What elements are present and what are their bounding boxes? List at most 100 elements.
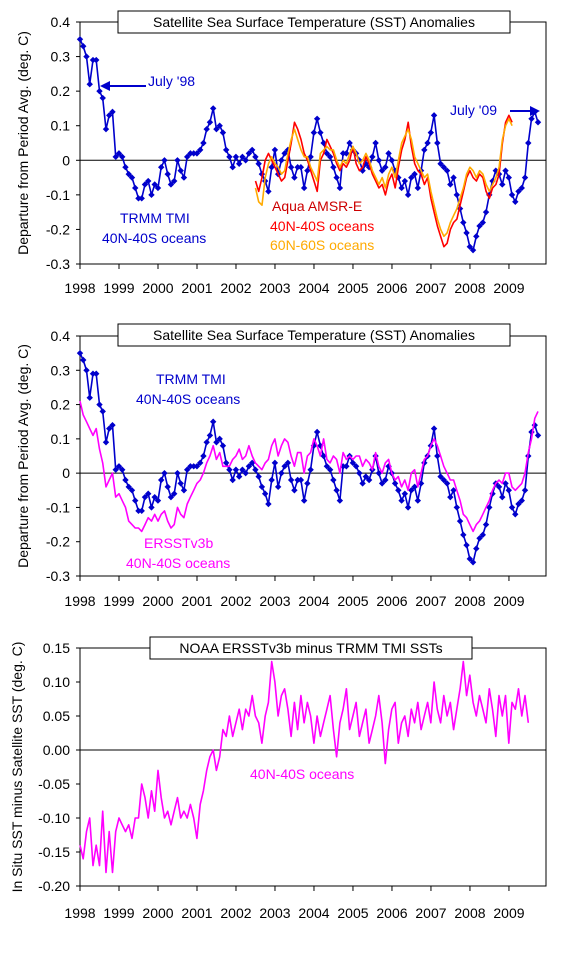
annotation-july98: July '98 bbox=[148, 73, 195, 89]
y-ticks-2: 0.4 0.3 0.2 0.1 0 -0.1 -0.2 -0.3 bbox=[46, 328, 546, 584]
chart-1: Satellite Sea Surface Temperature (SST) … bbox=[15, 10, 547, 296]
data-point bbox=[274, 483, 282, 491]
data-point bbox=[112, 153, 119, 161]
data-point bbox=[190, 463, 197, 470]
data-point bbox=[469, 246, 477, 254]
data-point bbox=[375, 469, 383, 477]
data-point bbox=[93, 370, 100, 377]
data-point bbox=[521, 487, 529, 494]
data-point bbox=[138, 195, 145, 202]
data-point bbox=[193, 150, 201, 157]
x-tick-label: 2004 bbox=[298, 905, 329, 921]
data-point bbox=[450, 487, 457, 494]
data-point bbox=[287, 476, 295, 484]
data-point bbox=[499, 181, 506, 188]
data-point bbox=[222, 459, 230, 467]
data-point bbox=[534, 432, 542, 439]
data-point bbox=[382, 164, 389, 171]
data-point bbox=[453, 191, 461, 199]
data-point bbox=[330, 476, 337, 484]
data-point bbox=[232, 153, 240, 161]
data-point bbox=[76, 36, 84, 43]
data-point bbox=[112, 466, 119, 473]
x-tick-label: 1999 bbox=[103, 593, 134, 609]
data-point bbox=[245, 463, 253, 470]
data-point bbox=[473, 545, 480, 552]
data-point bbox=[252, 153, 259, 161]
chart-title-3: NOAA ERSSTv3b minus TRMM TMI SSTs bbox=[179, 640, 442, 656]
data-point bbox=[291, 487, 298, 494]
data-point bbox=[346, 139, 353, 147]
data-point bbox=[174, 469, 181, 477]
data-point bbox=[473, 233, 480, 240]
data-point bbox=[408, 487, 415, 494]
x-tick-label: 1998 bbox=[64, 593, 95, 609]
data-point bbox=[180, 487, 188, 494]
data-point bbox=[245, 150, 253, 157]
data-point bbox=[499, 493, 506, 501]
data-point bbox=[482, 208, 490, 216]
data-point bbox=[232, 466, 240, 473]
data-point bbox=[343, 150, 350, 157]
data-point bbox=[222, 146, 230, 154]
data-point bbox=[209, 105, 217, 112]
y-tick-label: 0.00 bbox=[43, 742, 70, 758]
data-point bbox=[187, 150, 194, 157]
chart-title-1: Satellite Sea Surface Temperature (SST) … bbox=[153, 14, 475, 30]
annotation-trmm-region-2: 40N-40S oceans bbox=[136, 391, 240, 407]
data-point bbox=[313, 428, 321, 436]
data-point bbox=[414, 184, 422, 192]
data-point bbox=[469, 559, 477, 566]
data-point bbox=[271, 146, 279, 154]
data-point bbox=[154, 184, 162, 192]
data-point bbox=[226, 153, 233, 161]
data-point bbox=[443, 167, 451, 174]
annotation-ersst-2: ERSSTv3b bbox=[144, 535, 213, 551]
y-tick-label: 0.1 bbox=[51, 431, 71, 447]
x-tick-label: 2008 bbox=[454, 280, 485, 296]
annotation-trmm-2: TRMM TMI bbox=[156, 371, 226, 387]
data-point bbox=[135, 195, 142, 202]
data-point bbox=[521, 174, 529, 181]
y-tick-label: -0.1 bbox=[46, 499, 70, 515]
x-tick-label: 2003 bbox=[259, 905, 290, 921]
data-point bbox=[109, 421, 116, 429]
data-point bbox=[248, 459, 256, 467]
y-tick-label: 0.2 bbox=[51, 397, 71, 413]
data-point bbox=[323, 150, 331, 157]
data-point bbox=[495, 483, 503, 491]
data-point bbox=[183, 153, 191, 161]
data-point bbox=[362, 473, 370, 480]
arrow-head-july98 bbox=[100, 81, 110, 91]
data-point bbox=[430, 425, 438, 432]
data-point bbox=[297, 476, 305, 484]
data-point bbox=[437, 160, 444, 167]
y-tick-label: -0.2 bbox=[46, 221, 70, 237]
data-point bbox=[534, 119, 542, 126]
data-point bbox=[206, 432, 214, 439]
data-point bbox=[300, 184, 308, 192]
data-point bbox=[486, 504, 493, 511]
data-point bbox=[378, 167, 386, 174]
x-tick-label: 2008 bbox=[454, 905, 485, 921]
data-point bbox=[304, 480, 311, 487]
series-line-2 bbox=[79, 400, 539, 533]
data-point bbox=[128, 174, 136, 181]
data-point bbox=[119, 153, 126, 161]
data-point bbox=[450, 174, 457, 181]
data-point bbox=[151, 181, 158, 188]
data-point bbox=[145, 490, 152, 497]
data-point bbox=[99, 94, 106, 102]
data-point bbox=[109, 108, 116, 116]
x-tick-label: 1999 bbox=[103, 905, 134, 921]
y-tick-label: 0.1 bbox=[51, 118, 71, 134]
y-tick-label: -0.3 bbox=[46, 568, 70, 584]
x-tick-label: 2000 bbox=[142, 280, 173, 296]
x-tick-label: 2009 bbox=[493, 593, 524, 609]
data-point bbox=[333, 487, 340, 494]
data-point bbox=[398, 184, 405, 192]
data-point bbox=[401, 490, 409, 497]
x-tick-label: 2005 bbox=[337, 593, 368, 609]
